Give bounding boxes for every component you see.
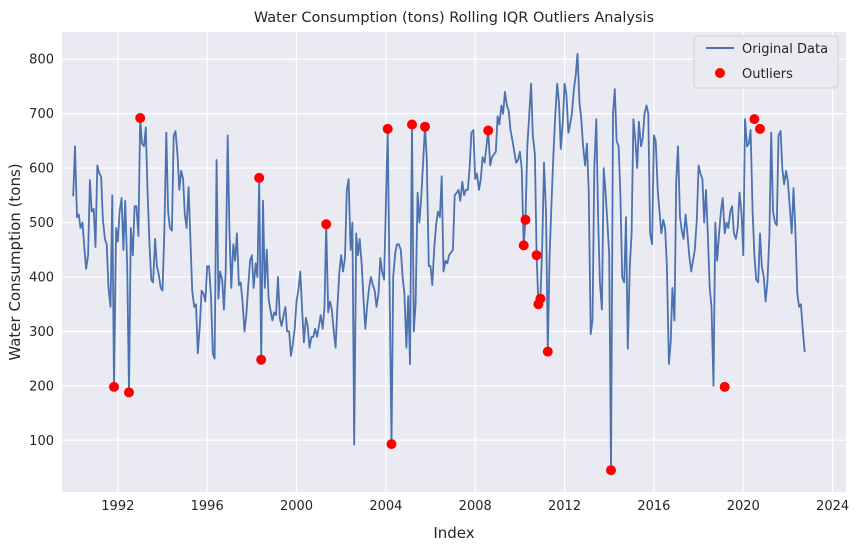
chart-title: Water Consumption (tons) Rolling IQR Out… [254,10,654,26]
outlier-point [254,172,265,183]
outlier-point [483,125,494,136]
outlier-point [606,465,616,476]
x-tick-label: 1996 [191,499,224,514]
x-tick-label: 1992 [101,499,134,514]
outlier-point [256,354,267,365]
y-tick-label: 400 [29,270,54,285]
outlier-point [420,121,430,132]
plot-area [62,32,846,492]
outlier-point [109,381,119,392]
outlier-point [535,293,546,304]
x-tick-label: 2016 [637,499,670,514]
y-axis-label: Water Consumption (tons) [6,163,24,360]
x-axis-label: Index [433,524,474,542]
outlier-point [531,250,542,261]
x-tick-label: 2000 [280,499,313,514]
outlier-point [407,119,417,130]
outlier-point [321,219,332,230]
legend-outlier-swatch [715,68,725,78]
legend-label-original-data: Original Data [742,42,828,57]
outlier-point [135,113,146,123]
x-tick-label: 2024 [816,499,849,514]
legend-label-outliers: Outliers [742,67,793,82]
y-tick-label: 200 [29,379,54,394]
x-tick-label: 2004 [369,499,402,514]
outlier-point [382,123,393,134]
series-layer [72,52,806,476]
y-tick-label: 700 [29,107,54,122]
outlier-point [719,381,730,392]
y-tick-label: 500 [29,216,54,231]
outlier-point [124,387,134,398]
tick-labels: 1992 1996 2000 2004 2008 2012 2016 2020 2024 100 2… [29,53,849,514]
outlier-point [749,114,760,125]
x-tick-label: 2012 [548,499,581,514]
y-tick-label: 300 [29,325,54,340]
outlier-point [520,214,531,225]
y-tick-label: 100 [29,434,54,449]
y-tick-label: 600 [29,162,54,177]
outlier-point [518,240,529,251]
outlier-point [386,439,397,450]
legend: Original Data Outliers [693,35,839,89]
y-tick-label: 800 [29,53,54,68]
outlier-point [755,123,765,134]
original-data-line [72,52,806,472]
x-tick-label: 2008 [459,499,492,514]
x-tick-label: 2020 [727,499,760,514]
outlier-point [542,346,553,357]
